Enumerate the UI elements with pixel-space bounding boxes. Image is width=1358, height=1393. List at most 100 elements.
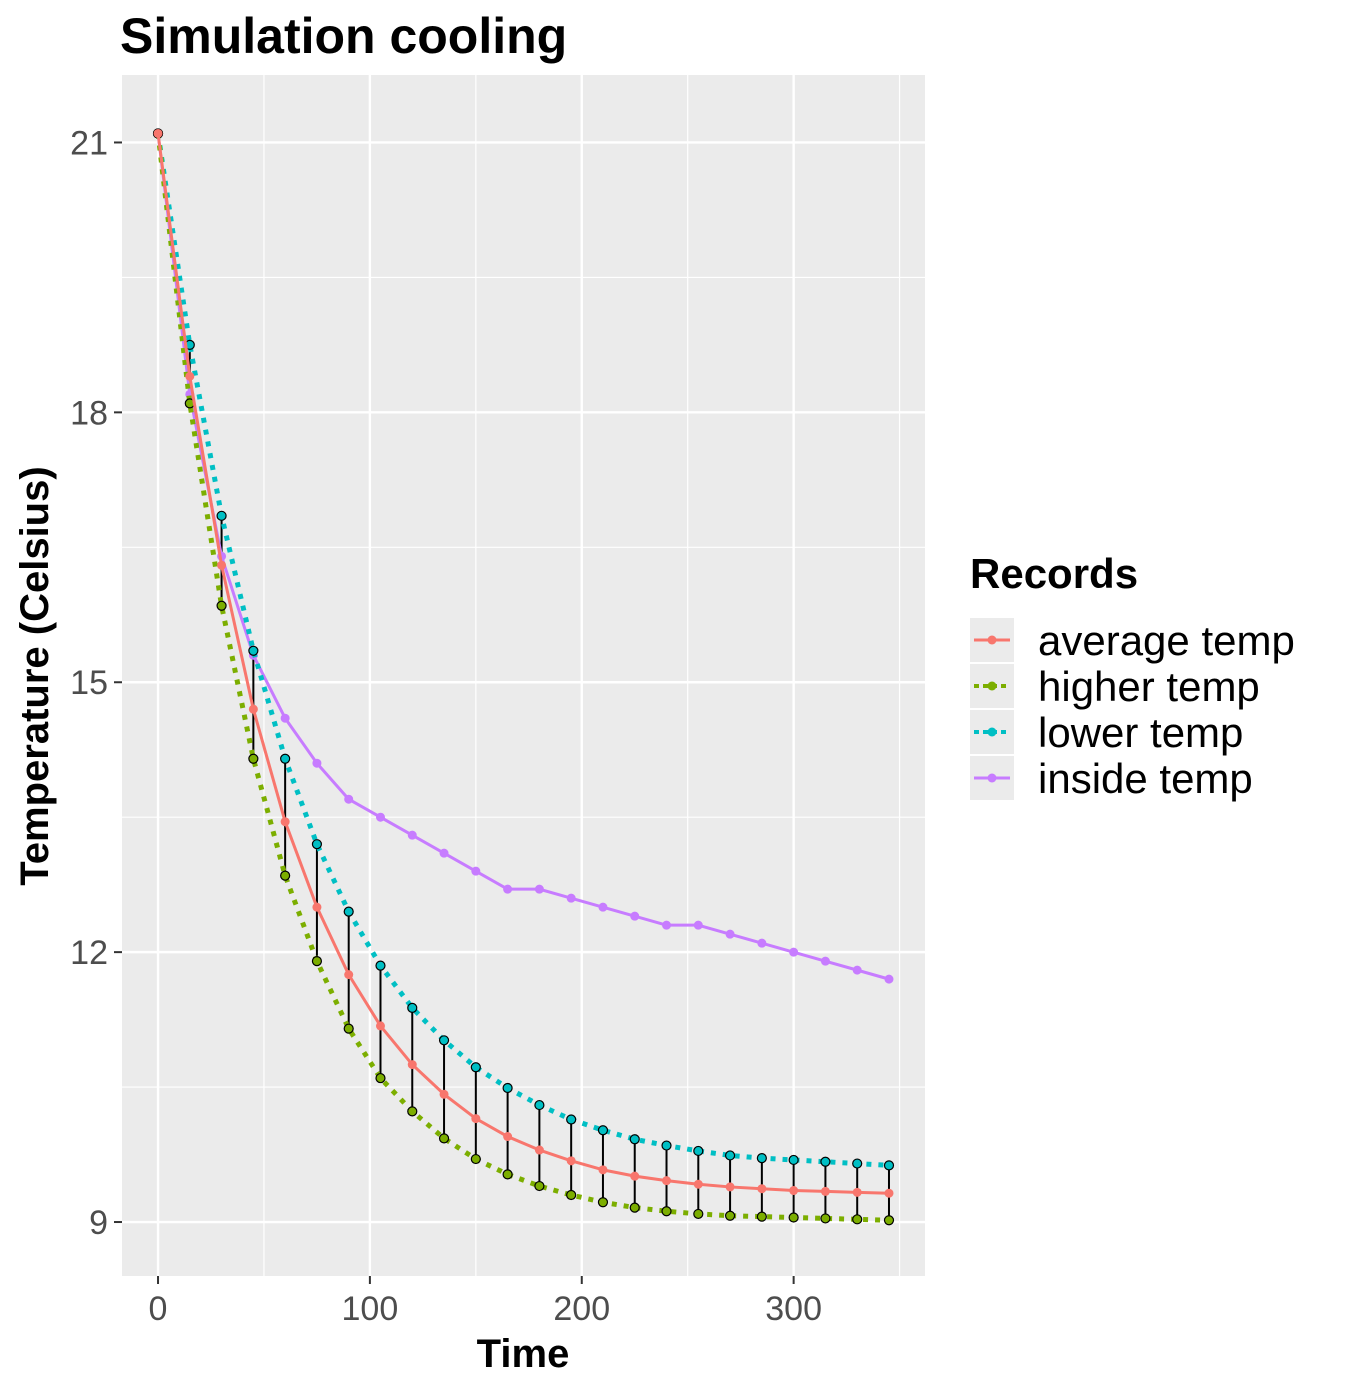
legend-key-point [987, 681, 997, 691]
data-point [375, 1072, 386, 1084]
data-point [693, 1208, 704, 1220]
data-point [248, 645, 259, 656]
data-point [438, 1035, 450, 1046]
data-point [852, 1214, 863, 1225]
data-point [217, 560, 227, 570]
data-point [630, 1171, 640, 1181]
legend-label: inside temp [1038, 755, 1253, 802]
plot-panel [122, 75, 925, 1276]
data-point [566, 893, 576, 903]
data-point [852, 965, 862, 975]
series-lower-temp [152, 128, 895, 1171]
data-point [884, 974, 894, 984]
data-point [788, 1212, 799, 1223]
data-point [439, 848, 449, 858]
chart-title: Simulation cooling [120, 8, 567, 64]
data-point [852, 1187, 862, 1197]
data-point [725, 929, 735, 939]
y-axis-title: Temperature (Celsius) [13, 466, 57, 885]
data-point [883, 1215, 895, 1226]
data-point [820, 956, 830, 966]
data-point [883, 1160, 895, 1171]
data-point [407, 830, 417, 840]
data-point [661, 1206, 672, 1217]
data-point [597, 1197, 609, 1208]
legend-title: Records [970, 550, 1138, 597]
data-point [662, 1176, 672, 1186]
data-point [185, 371, 195, 381]
y-tick-label: 12 [70, 934, 108, 972]
data-point [629, 1202, 640, 1213]
data-point [598, 1165, 608, 1175]
data-point [248, 753, 259, 764]
data-point [724, 1150, 736, 1161]
data-point [788, 1154, 799, 1166]
legend-key-point [987, 635, 997, 645]
series-line-higher-temp [155, 133, 890, 1223]
legend-label: higher temp [1038, 663, 1260, 710]
data-point [598, 902, 608, 912]
data-point [725, 1182, 735, 1192]
data-point [312, 902, 322, 912]
data-point [820, 1156, 831, 1167]
data-point [756, 1153, 767, 1164]
data-point [693, 920, 703, 930]
x-tick-label: 300 [765, 1290, 822, 1328]
data-point [502, 1169, 513, 1180]
data-point [407, 1002, 418, 1014]
data-point [629, 1134, 640, 1145]
data-point [470, 1153, 481, 1165]
data-point [343, 1023, 354, 1034]
data-point [344, 794, 354, 804]
data-point [820, 1213, 831, 1224]
data-point [503, 884, 513, 894]
legend-item-lower-temp: lower temp [970, 709, 1243, 756]
data-point [375, 812, 385, 822]
data-point [216, 600, 227, 611]
data-point [311, 839, 323, 850]
y-tick-label: 21 [70, 124, 108, 162]
series-line-average-temp [156, 133, 890, 1195]
y-tick-label: 18 [70, 394, 108, 432]
series-average-temp [153, 128, 894, 1198]
y-tick-label: 15 [70, 664, 108, 702]
x-tick-label: 0 [149, 1290, 168, 1328]
data-point [343, 906, 354, 917]
x-tick-label: 100 [342, 1290, 399, 1328]
data-point [471, 866, 481, 876]
data-point [471, 1114, 481, 1124]
x-tick-label: 200 [553, 1290, 610, 1328]
data-point [630, 911, 640, 921]
series-layer [152, 128, 895, 1226]
data-point [503, 1132, 513, 1142]
data-point [757, 938, 767, 948]
data-point [534, 1145, 544, 1155]
data-point [470, 1062, 481, 1073]
data-point [248, 704, 258, 714]
x-axis-title: Time [477, 1332, 570, 1376]
data-point [789, 1186, 799, 1196]
data-point [439, 1089, 449, 1099]
grid-minor [122, 75, 925, 1276]
data-point [693, 1179, 703, 1189]
data-point [311, 956, 323, 967]
data-point [280, 817, 290, 827]
data-point [756, 1211, 767, 1222]
y-tick-label: 9 [89, 1204, 108, 1242]
data-point [852, 1158, 863, 1169]
data-point [789, 947, 799, 957]
data-point [216, 510, 227, 521]
data-point [566, 1114, 577, 1125]
y-axis: 9 12 15 18 21 [70, 124, 122, 1242]
data-point [502, 1082, 513, 1094]
legend-item-average-temp: average temp [970, 617, 1295, 664]
x-axis: 0 100 200 300 [149, 1276, 822, 1328]
data-point [820, 1186, 830, 1196]
data-point [566, 1156, 576, 1166]
legend-label: average temp [1038, 617, 1295, 664]
data-point [597, 1125, 609, 1136]
data-point [757, 1184, 767, 1194]
